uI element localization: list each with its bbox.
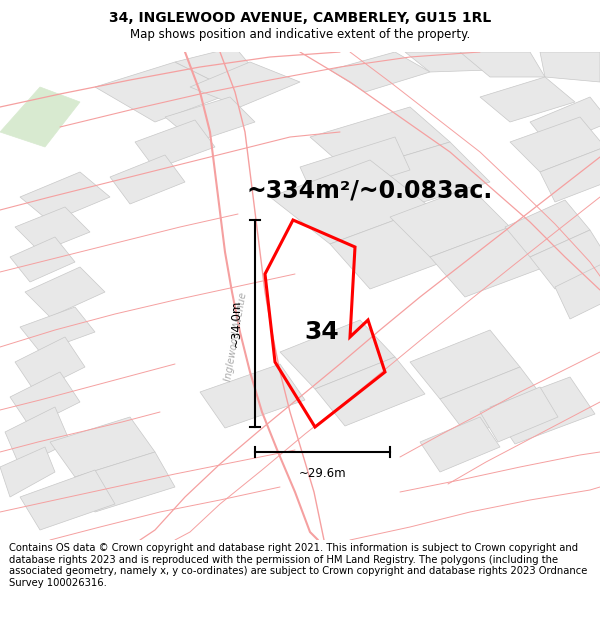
Polygon shape bbox=[175, 47, 260, 92]
Text: Contains OS data © Crown copyright and database right 2021. This information is : Contains OS data © Crown copyright and d… bbox=[9, 543, 587, 588]
Polygon shape bbox=[50, 417, 155, 477]
Polygon shape bbox=[510, 117, 600, 172]
Polygon shape bbox=[135, 120, 215, 169]
Polygon shape bbox=[0, 87, 80, 147]
Polygon shape bbox=[405, 52, 490, 72]
Text: ~34.0m: ~34.0m bbox=[230, 300, 243, 347]
Polygon shape bbox=[390, 187, 510, 257]
Polygon shape bbox=[480, 77, 575, 122]
Polygon shape bbox=[315, 357, 425, 426]
Polygon shape bbox=[110, 155, 185, 204]
Polygon shape bbox=[10, 372, 80, 427]
Polygon shape bbox=[20, 307, 95, 352]
Polygon shape bbox=[165, 97, 255, 142]
Polygon shape bbox=[330, 52, 430, 92]
Polygon shape bbox=[190, 62, 300, 107]
Polygon shape bbox=[330, 207, 470, 289]
Polygon shape bbox=[95, 62, 235, 122]
Text: ~29.6m: ~29.6m bbox=[299, 467, 346, 480]
Polygon shape bbox=[555, 260, 600, 319]
Polygon shape bbox=[280, 320, 395, 389]
Polygon shape bbox=[20, 172, 110, 222]
Text: Inglewood Avenue: Inglewood Avenue bbox=[223, 292, 249, 382]
Polygon shape bbox=[10, 237, 75, 282]
Polygon shape bbox=[460, 52, 545, 77]
Polygon shape bbox=[0, 447, 55, 497]
Polygon shape bbox=[15, 337, 85, 392]
Polygon shape bbox=[350, 142, 490, 212]
Polygon shape bbox=[15, 207, 90, 252]
Polygon shape bbox=[440, 367, 548, 436]
Text: 34, INGLEWOOD AVENUE, CAMBERLEY, GU15 1RL: 34, INGLEWOOD AVENUE, CAMBERLEY, GU15 1R… bbox=[109, 11, 491, 26]
Polygon shape bbox=[480, 387, 558, 442]
Polygon shape bbox=[530, 230, 600, 289]
Polygon shape bbox=[200, 364, 305, 428]
Polygon shape bbox=[505, 200, 590, 257]
Text: ~334m²/~0.083ac.: ~334m²/~0.083ac. bbox=[247, 178, 493, 202]
Polygon shape bbox=[490, 377, 595, 444]
Polygon shape bbox=[75, 452, 175, 512]
Polygon shape bbox=[5, 407, 70, 467]
Text: Map shows position and indicative extent of the property.: Map shows position and indicative extent… bbox=[130, 28, 470, 41]
Polygon shape bbox=[270, 160, 430, 244]
Polygon shape bbox=[25, 267, 105, 317]
Polygon shape bbox=[300, 137, 410, 200]
Polygon shape bbox=[430, 227, 545, 297]
Text: 34: 34 bbox=[305, 320, 340, 344]
Polygon shape bbox=[310, 107, 450, 172]
Polygon shape bbox=[540, 147, 600, 202]
Polygon shape bbox=[420, 417, 500, 472]
Polygon shape bbox=[20, 470, 115, 530]
Polygon shape bbox=[410, 330, 520, 399]
Polygon shape bbox=[540, 52, 600, 82]
Polygon shape bbox=[530, 97, 600, 147]
